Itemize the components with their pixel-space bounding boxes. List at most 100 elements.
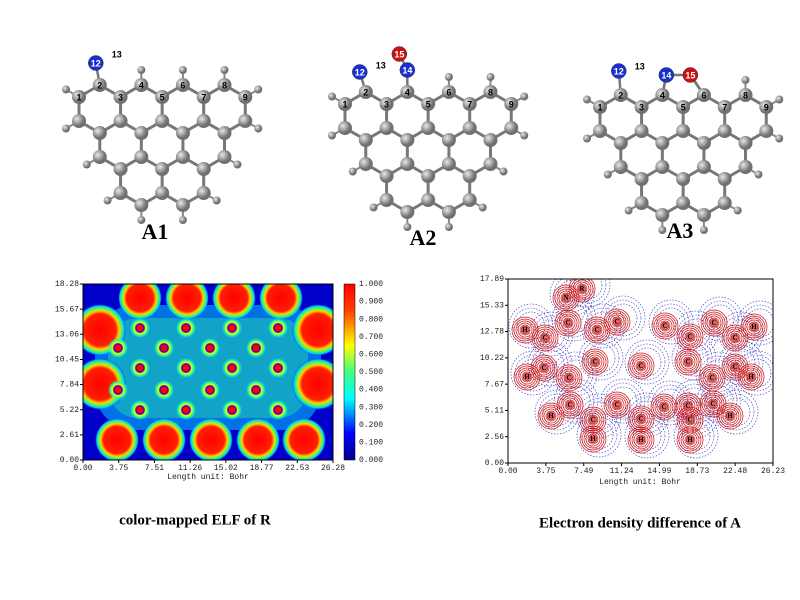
elf-attractor: [130, 400, 150, 420]
carbon-atom: [217, 78, 232, 92]
carbon-atom: [175, 126, 190, 140]
hydrogen-atom: [478, 203, 487, 212]
carbon-atom: [196, 162, 211, 176]
carbon-atom: [504, 97, 519, 111]
carbon-atom: [717, 124, 732, 138]
negative-contour: [576, 393, 622, 439]
positive-contour: [607, 312, 627, 332]
positive-contour: [676, 323, 704, 351]
carbon-atom: [92, 150, 107, 164]
elf-attractor: [154, 380, 174, 400]
carbon-atom: [134, 126, 149, 140]
atom-number: 2: [618, 90, 623, 100]
atom-label: C: [590, 416, 595, 424]
positive-contour: [653, 314, 677, 338]
carbon-atom: [655, 136, 670, 150]
atom-marker: [540, 333, 550, 343]
negative-contour: [557, 279, 587, 309]
positive-contour: [635, 434, 647, 446]
hydrogen-atom: [754, 170, 763, 179]
atom-label: C: [685, 358, 690, 366]
elf-map: [83, 284, 333, 460]
positive-contour: [539, 332, 551, 344]
hydrogen-atom: [520, 131, 529, 140]
carbon-atom: [155, 162, 170, 176]
carbon-atom: [696, 136, 711, 150]
carbon-atom: [72, 114, 86, 128]
positive-contour: [678, 352, 698, 372]
positive-contour: [534, 358, 554, 378]
positive-contour: [521, 371, 533, 383]
y-tick-label: 13.06: [55, 330, 79, 339]
elf-lobe: [282, 418, 326, 460]
x-tick-label: 7.49: [574, 467, 593, 476]
positive-contour: [559, 368, 579, 388]
positive-contour: [515, 365, 539, 389]
atom-label: H: [524, 373, 530, 381]
positive-contour: [576, 283, 588, 295]
positive-contour: [699, 390, 727, 418]
positive-contour: [729, 361, 741, 373]
atom-marker: [636, 435, 646, 445]
negative-contour: [721, 397, 751, 427]
positive-contour: [633, 432, 649, 448]
x-tick-label: 7.51: [145, 464, 164, 473]
x-tick-label: 22.53: [285, 464, 309, 473]
negative-contour: [681, 401, 711, 431]
positive-contour: [631, 430, 651, 450]
negative-contour: [565, 279, 611, 308]
hetero-atom: [658, 67, 675, 83]
hydrogen-atom: [499, 167, 508, 176]
positive-contour: [737, 363, 765, 391]
negative-contour: [624, 339, 670, 385]
negative-contour: [531, 345, 569, 383]
positive-contour: [629, 428, 653, 452]
negative-contour: [604, 382, 642, 420]
carbon-atom: [217, 150, 232, 164]
atom-label: C: [711, 319, 716, 327]
hydrogen-atom: [212, 196, 221, 205]
y-tick-label: 0.00: [60, 456, 79, 465]
carbon-atom: [358, 85, 373, 99]
hetero-atom: [391, 46, 408, 62]
positive-contour: [680, 430, 700, 450]
atom-label: C: [687, 333, 692, 341]
negative-contour: [722, 315, 760, 353]
negative-contour: [516, 311, 546, 341]
atom-number: 5: [160, 92, 165, 102]
negative-contour: [510, 350, 556, 396]
atom-marker: [709, 318, 719, 328]
hydrogen-atom: [254, 124, 263, 133]
elf-attractor: [246, 338, 266, 358]
carbon-atom: [759, 100, 774, 114]
negative-contour: [527, 341, 573, 387]
negative-contour: [632, 347, 662, 377]
atom-marker: [636, 414, 646, 424]
carbon-atom: [696, 88, 711, 102]
atom-number: 7: [201, 92, 206, 102]
positive-contour: [611, 316, 623, 328]
elf-attractor: [222, 400, 242, 420]
positive-contour: [635, 413, 647, 425]
positive-contour: [702, 311, 726, 335]
atom-label: C: [566, 374, 571, 382]
carbon-atom: [593, 100, 607, 114]
carbon-atom: [655, 208, 670, 222]
carbon-atom: [421, 193, 436, 207]
carbon-atom: [379, 193, 394, 207]
elf-attractor: [200, 338, 220, 358]
negative-contour: [741, 304, 773, 342]
positive-contour: [701, 392, 725, 416]
map-region: [95, 305, 321, 430]
positive-contour: [727, 359, 743, 375]
elf-lobe: [189, 418, 233, 460]
hydrogen-atom: [775, 134, 784, 143]
x-tick-label: 18.73: [685, 467, 709, 476]
positive-contour: [723, 326, 747, 350]
positive-contour: [583, 316, 611, 344]
carbon-atom: [175, 78, 190, 92]
positive-contour: [633, 358, 649, 374]
elf-lobe: [95, 418, 139, 460]
atom-label: C: [542, 334, 547, 342]
